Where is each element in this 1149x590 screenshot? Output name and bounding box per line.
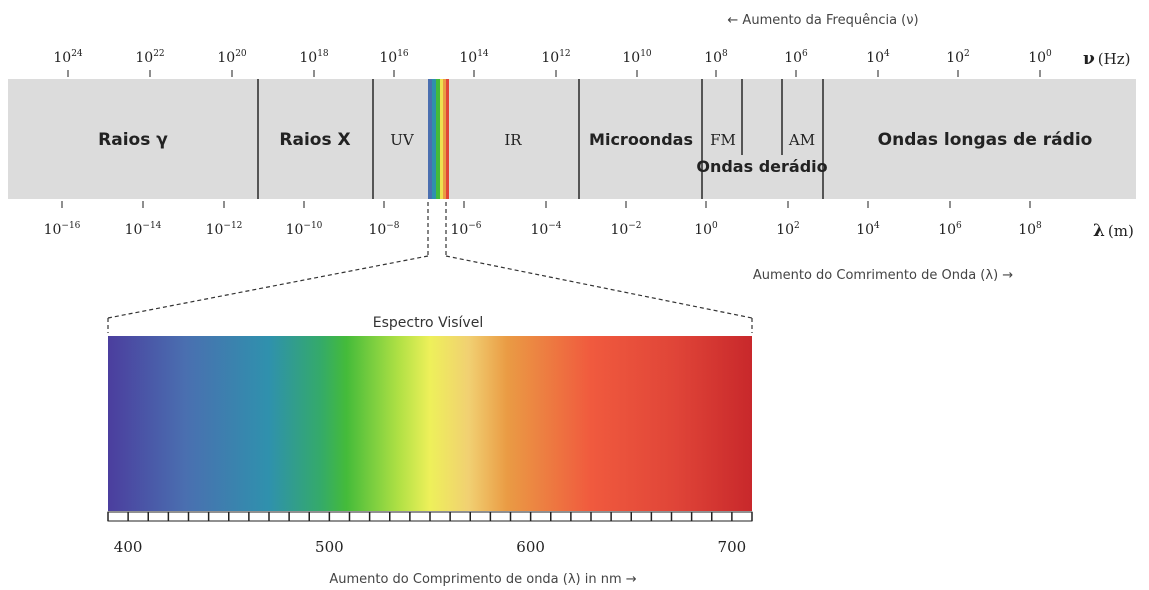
visible-spectrum-title: Espectro Visível — [373, 315, 483, 331]
visible-tick-label: 500 — [315, 538, 344, 556]
frequency-tick: 106 — [784, 49, 808, 66]
band-label-uv: UV — [390, 131, 415, 149]
wavelength-tick: 10−6 — [450, 221, 481, 238]
frequency-tick: 1016 — [379, 49, 409, 66]
frequency-tick: 100 — [1028, 49, 1052, 66]
frequency-tick: 1020 — [217, 49, 247, 66]
frequency-tick: 1014 — [459, 49, 489, 66]
frequency-tick: 102 — [946, 49, 970, 66]
wavelength-direction-label: Aumento do Comrimento de Onda (λ) → — [753, 268, 1013, 283]
frequency-tick: 1018 — [299, 49, 329, 66]
spectrum-band-bar — [8, 79, 1136, 199]
zoom-connector — [107, 202, 753, 333]
wavelength-tick-labels: 10−16 10−14 10−12 10−10 10−8 10−6 10−4 1… — [44, 221, 1042, 238]
wavelength-tick: 106 — [938, 221, 962, 238]
wavelength-unit-label: λ (m) — [1093, 221, 1134, 241]
visible-spectrum-tick-labels: 400 500 600 700 — [114, 538, 746, 556]
wavelength-tick: 104 — [856, 221, 880, 238]
visible-spectrum-gradient — [108, 336, 752, 511]
wavelength-tick: 10−2 — [610, 221, 641, 238]
wavelength-tick: 10−4 — [530, 221, 561, 238]
frequency-tick: 104 — [866, 49, 890, 66]
band-label-gamma: Raios γ — [98, 130, 168, 150]
visible-spectrum-axis-label: Aumento do Comprimento de onda (λ) in nm… — [329, 572, 636, 587]
wavelength-tick: 10−12 — [206, 221, 243, 238]
wavelength-tick: 10−16 — [44, 221, 81, 238]
wavelength-tick: 100 — [694, 221, 718, 238]
frequency-direction-label: ← Aumento da Frequência (ν) — [727, 13, 918, 28]
band-label-am: AM — [788, 131, 815, 149]
frequency-unit-label: ν (Hz) — [1083, 49, 1131, 69]
visible-tick-label: 600 — [516, 538, 545, 556]
band-label-long-radio: Ondas longas de rádio — [878, 130, 1093, 150]
band-label-ir: IR — [504, 131, 522, 149]
visible-strip — [428, 79, 449, 199]
visible-tick-label: 400 — [114, 538, 143, 556]
wavelength-tick: 108 — [1018, 221, 1042, 238]
frequency-tick: 108 — [704, 49, 728, 66]
visible-spectrum-ruler — [107, 511, 753, 522]
frequency-tick: 1024 — [53, 49, 83, 66]
band-label-xray: Raios X — [279, 130, 350, 150]
frequency-tick-labels: 1024 1022 1020 1018 1016 1014 1012 1010 … — [53, 49, 1052, 66]
wavelength-tick: 10−14 — [125, 221, 162, 238]
frequency-tick: 1012 — [541, 49, 570, 66]
wavelength-tick: 10−8 — [368, 221, 399, 238]
wavelength-tick-marks — [61, 201, 1031, 208]
frequency-tick: 1010 — [622, 49, 652, 66]
band-label-microwave: Microondas — [589, 130, 693, 149]
band-dividers — [257, 79, 824, 199]
wavelength-tick: 10−10 — [286, 221, 323, 238]
band-label-fm: FM — [710, 131, 736, 149]
frequency-tick-marks — [67, 70, 1041, 77]
frequency-tick: 1022 — [135, 49, 164, 66]
band-label-radio: Ondas derádio — [696, 157, 827, 176]
visible-tick-label: 700 — [718, 538, 747, 556]
wavelength-tick: 102 — [776, 221, 800, 238]
